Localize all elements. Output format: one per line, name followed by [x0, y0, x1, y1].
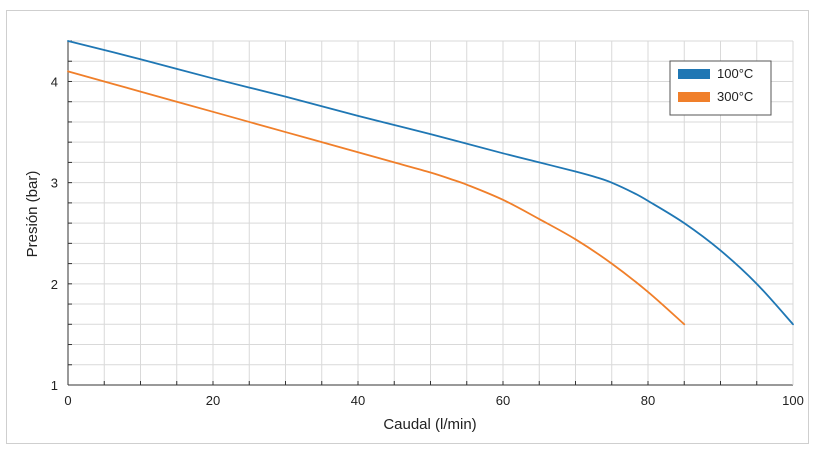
grid [68, 40, 793, 385]
x-tick-label: 80 [641, 393, 655, 408]
tick-labels: 0 20 40 60 80 100 1 2 3 4 [51, 74, 804, 408]
y-tick-label: 3 [51, 176, 58, 191]
series-line-300c [67, 70, 686, 326]
chart-svg: 0 20 40 60 80 100 1 2 3 4 Caudal (l/min) Presión … [24, 40, 804, 433]
y-tick-label: 1 [51, 378, 58, 393]
legend-label-300c: 300°C [717, 89, 753, 104]
y-tick-label: 2 [51, 277, 58, 292]
x-tick-label: 40 [351, 393, 365, 408]
legend-swatch-100c [678, 69, 710, 79]
legend: 100°C 300°C [669, 60, 772, 116]
x-axis-title: Caudal (l/min) [383, 416, 476, 433]
x-tick-label: 60 [496, 393, 510, 408]
x-tick-label: 100 [782, 393, 804, 408]
y-tick-label: 4 [51, 74, 58, 89]
legend-swatch-300c [678, 92, 710, 102]
series-line-100c [67, 40, 794, 326]
chart-frame: 0 20 40 60 80 100 1 2 3 4 Caudal (l/min) Presión … [6, 10, 809, 444]
y-axis-title: Presión (bar) [24, 171, 41, 258]
legend-label-100c: 100°C [717, 66, 753, 81]
x-tick-label: 20 [206, 393, 220, 408]
x-tick-label: 0 [64, 393, 71, 408]
series-lines [67, 40, 794, 326]
